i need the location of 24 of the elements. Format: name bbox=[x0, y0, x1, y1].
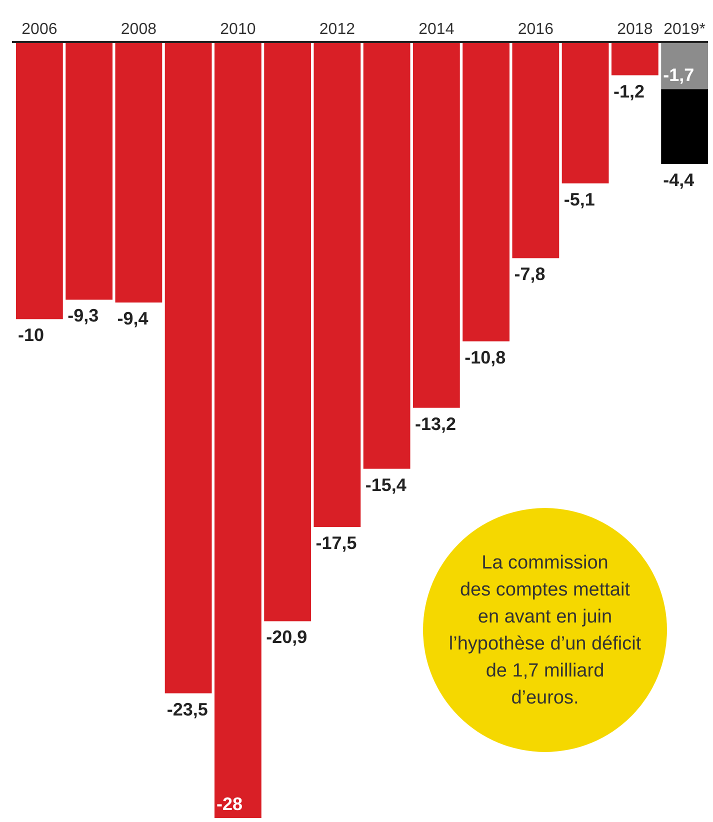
data-label: -9,4 bbox=[117, 308, 148, 329]
data-label: -13,2 bbox=[414, 414, 456, 434]
data-label: -10,8 bbox=[464, 347, 506, 368]
data-label: -7,8 bbox=[514, 264, 546, 284]
x-tick-label: 2014 bbox=[418, 21, 454, 38]
annotation: La commission des comptes mettait en avant en juin l’hypothèse d’un déficit de 1,7 milliard d’euros. bbox=[448, 552, 642, 708]
data-label: -15,4 bbox=[365, 474, 406, 495]
x-tick-label: 2008 bbox=[120, 21, 157, 38]
x-tick-label: 2006 bbox=[22, 21, 58, 38]
x-tick-label: 2019* bbox=[664, 21, 706, 38]
data-label: -1,2 bbox=[613, 81, 645, 102]
x-tick-label: 2018 bbox=[617, 21, 653, 38]
x-tick-label: 2016 bbox=[518, 21, 554, 38]
data-label: -28 bbox=[216, 794, 243, 814]
data-label: -23,5 bbox=[166, 699, 208, 720]
x-tick-label: 2010 bbox=[220, 21, 256, 38]
data-label: -20,9 bbox=[266, 627, 308, 648]
data-label: -10 bbox=[18, 325, 44, 346]
x-tick-label: 2012 bbox=[319, 21, 356, 38]
data-label: -5,1 bbox=[564, 189, 595, 210]
total-label: -4,4 bbox=[663, 170, 694, 190]
data-label: -9,3 bbox=[68, 306, 99, 326]
data-label: -1,7 bbox=[663, 65, 694, 86]
data-label: -17,5 bbox=[316, 533, 357, 553]
